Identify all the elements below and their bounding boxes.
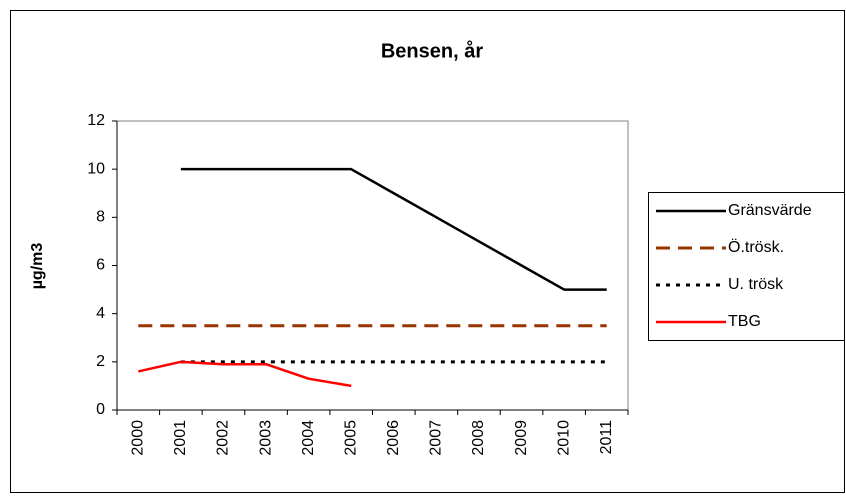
x-tick-label: 2009 xyxy=(513,420,530,456)
y-axis-label: µg/m3 xyxy=(29,243,46,290)
legend-label: U. trösk xyxy=(728,276,784,293)
legend-label: TBG xyxy=(728,313,761,330)
x-tick-label: 2007 xyxy=(428,420,445,456)
legend-label: Gränsvärde xyxy=(728,202,812,219)
x-tick-label: 2005 xyxy=(342,420,359,456)
x-tick-label: 2006 xyxy=(385,420,402,456)
chart-title: Bensen, år xyxy=(381,39,483,62)
y-tick-label: 8 xyxy=(96,209,105,226)
y-tick-label: 2 xyxy=(96,353,105,370)
x-tick-label: 2008 xyxy=(470,420,487,456)
series-line xyxy=(180,167,607,291)
legend-box xyxy=(648,192,845,341)
x-tick-label: 2010 xyxy=(555,420,572,456)
y-tick-label: 6 xyxy=(96,257,105,274)
legend-label: Ö.trösk. xyxy=(728,238,784,256)
y-tick-label: 12 xyxy=(87,112,105,129)
series-line xyxy=(138,360,352,388)
x-tick-label: 2000 xyxy=(130,420,147,456)
y-tick-label: 0 xyxy=(96,401,105,418)
y-tick-label: 4 xyxy=(96,305,105,322)
x-tick-label: 2002 xyxy=(215,420,232,456)
x-tick-label: 2003 xyxy=(257,420,274,456)
x-tick-label: 2011 xyxy=(598,420,615,455)
x-tick-label: 2001 xyxy=(172,420,189,456)
plot-area xyxy=(116,120,629,411)
x-tick-label: 2004 xyxy=(300,420,317,456)
y-tick-label: 10 xyxy=(87,160,105,177)
